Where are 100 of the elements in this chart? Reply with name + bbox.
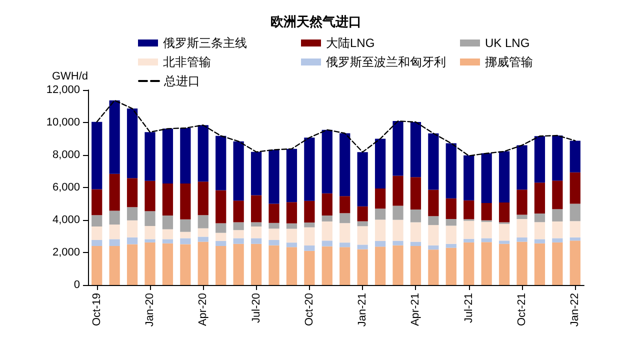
bar [498,244,510,285]
bar [162,229,174,240]
bar [464,220,474,239]
bar [446,198,456,220]
bar [552,180,563,210]
bar [198,228,208,237]
bar [481,153,492,203]
bar [357,221,368,226]
bar [286,148,298,202]
bar [534,214,546,222]
bar [180,238,191,244]
bar [570,140,580,172]
bar [534,239,546,244]
legend-label: 北非管输 [163,55,211,69]
bar [552,221,563,238]
bar [109,174,120,211]
bar [464,238,474,242]
bar [216,232,226,241]
bar [340,223,350,243]
bar [392,245,404,285]
bar [392,220,404,241]
bar [340,133,350,196]
bar [126,237,138,244]
bar [216,240,226,246]
bar [464,155,474,200]
bar [481,242,492,285]
bar [286,242,298,248]
bar [446,244,456,248]
bar [428,190,439,216]
bar [516,242,528,285]
x-tick-label: Oct-21 [516,293,528,326]
bar [180,219,191,232]
bar [180,128,191,184]
bar [109,100,120,174]
bar [374,246,386,285]
bar [322,221,332,241]
bar [322,193,332,216]
x-tick-label: Jul-21 [462,293,475,323]
bar [180,183,191,220]
bar [144,211,156,226]
bar [304,138,315,201]
bar [446,226,456,244]
bar [144,132,156,181]
x-tick-label: Apr-20 [197,293,210,326]
bar [250,244,262,285]
x-tick-label: Jan-22 [569,293,582,327]
bar [144,226,156,240]
x-tick-label: Jul-20 [250,293,262,323]
bar [410,222,422,242]
bar [357,206,368,222]
bar [464,200,474,220]
bar [304,246,315,251]
x-tick-label: Oct-19 [90,293,103,326]
legend-label: 大陆LNG [326,36,375,50]
bar [357,226,368,245]
bar [286,223,298,229]
bar [162,239,174,244]
bar [534,136,546,183]
bar [304,200,315,222]
bar [198,125,208,182]
bar [428,250,439,285]
bar [144,180,156,212]
bar [304,250,315,285]
bar [109,239,120,246]
bar [216,190,226,224]
bar [570,204,580,222]
bar [392,206,404,220]
bar [162,183,174,216]
bar [428,133,439,190]
chart-title: 欧洲天然气进口 [270,14,362,29]
bar [534,182,546,214]
bar [162,243,174,285]
bar [92,226,102,240]
bar [410,177,422,210]
bar [250,222,262,226]
bar [428,245,439,250]
bar [446,248,456,285]
bar [570,240,580,285]
legend-label: 总进口 [163,74,200,88]
bar [250,226,262,238]
bar [126,220,138,238]
bar [481,238,492,242]
bar [410,242,422,246]
y-tick-label: 6,000 [52,182,80,194]
bar [357,249,368,285]
bar [340,247,350,285]
bar [498,224,510,241]
bar [162,215,174,230]
bar [410,122,422,178]
bar [516,145,528,190]
bar [498,202,510,222]
bar [498,240,510,244]
y-tick-label: 4,000 [52,214,80,226]
bar [180,232,191,238]
bar [374,240,386,247]
bar [126,178,138,208]
x-tick-label: Oct-20 [303,293,316,326]
bar [498,151,510,202]
legend-label: UK LNG [485,36,530,50]
bar [392,240,404,246]
